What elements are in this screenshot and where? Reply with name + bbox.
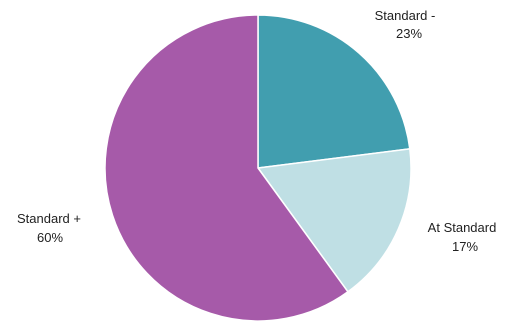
slice-label-at-standard-value: 17% — [452, 239, 478, 254]
slice-at-standard — [256, 147, 412, 293]
slice-standard-plus — [104, 14, 349, 322]
slice-label-standard-minus-name: Standard - — [375, 8, 436, 23]
slice-label-standard-plus-value: 60% — [37, 230, 63, 245]
slice-standard-minus — [257, 14, 411, 169]
pie-slices — [104, 14, 412, 322]
slice-label-at-standard-name: At Standard — [428, 220, 497, 235]
slice-label-standard-minus-value: 23% — [396, 26, 422, 41]
slice-label-standard-plus-name: Standard + — [17, 211, 81, 226]
